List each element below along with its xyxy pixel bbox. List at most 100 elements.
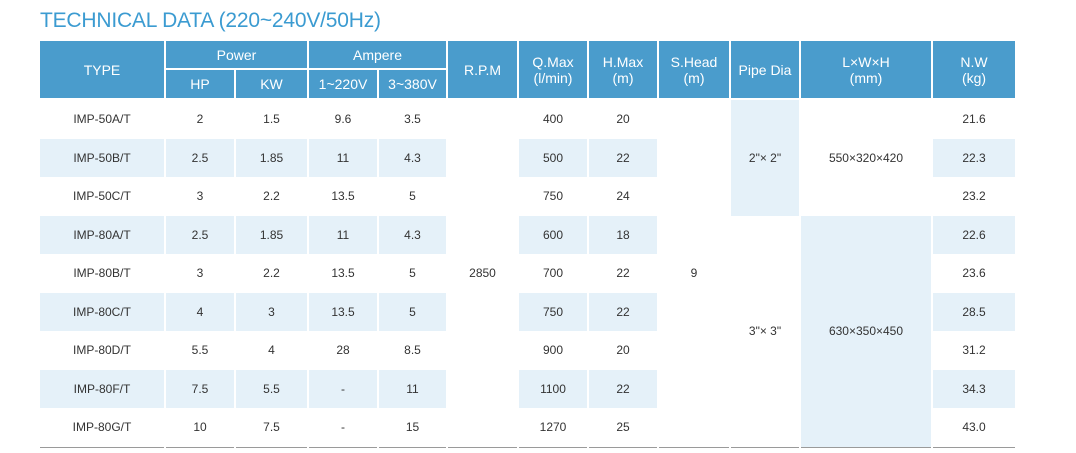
header-line: (l/min)	[533, 69, 573, 86]
table-cell: 3"× 3"	[730, 215, 801, 447]
table-cell: 5	[378, 177, 448, 216]
table-cell: 7.5	[235, 408, 309, 447]
table-cell: 750	[518, 292, 589, 331]
table-cell: 11	[378, 369, 448, 408]
table-cell: 1.5	[235, 99, 309, 139]
table-cell: 11	[308, 138, 379, 177]
table-cell: 15	[378, 408, 448, 447]
table-cell: 13.5	[308, 292, 379, 331]
table-row: IMP-50C/T 3 2.2 13.5 5 750 24 23.2	[40, 177, 1015, 216]
table-cell: IMP-50B/T	[40, 138, 166, 177]
table-cell: 5	[378, 254, 448, 293]
table-row: IMP-50A/T 2 1.5 9.6 3.5 2850 400 20 9 2"× 2" 550×3…	[40, 99, 1015, 447]
header-cell: Pipe Dia	[729, 41, 801, 100]
table-cell: 13.5	[308, 177, 379, 216]
table-cell: 2850	[447, 99, 519, 447]
table-cell: 1270	[518, 408, 589, 447]
spec-table: TYPE Power Ampere R.P.M Q.Max (l/min) H.M…	[40, 41, 1015, 448]
table-row: IMP-50B/T 2.5 1.85 11 4.3 500 22 22.3	[40, 138, 1015, 177]
table-cell: 4.3	[378, 215, 448, 254]
table-cell: 22	[588, 292, 659, 331]
table-cell: 9.6	[308, 99, 379, 139]
table-cell: 22.3	[932, 138, 1015, 177]
header-line: H.Max	[602, 53, 644, 70]
table-cell: 4	[235, 331, 309, 370]
header-line: Q.Max	[532, 53, 574, 70]
table-cell: 550×320×420	[800, 99, 933, 216]
header-cell: N.W (kg)	[931, 41, 1015, 100]
table-cell: 22	[588, 254, 659, 293]
table-cell: 9	[658, 99, 731, 447]
table-cell: 22.6	[932, 215, 1015, 254]
table-cell: IMP-80A/T	[40, 215, 166, 254]
table-row: IMP-80F/T 7.5 5.5-11 1100 22 34.3	[40, 369, 1015, 408]
table-row: IMP-80D/T 5.5 4 28 8.5 900 20 31.2	[40, 331, 1015, 370]
table-cell: 2	[165, 99, 236, 139]
table-cell: 2.2	[235, 254, 309, 293]
header-cell: H.Max (m)	[587, 41, 659, 100]
header-line: N.W	[960, 53, 988, 70]
table-row: IMP-80C/T 4 3 13.5 5 750 22 28.5	[40, 292, 1015, 331]
table-cell: 3.5	[378, 99, 448, 139]
table-cell: 43.0	[962, 420, 986, 435]
table-cell: 18	[588, 215, 659, 254]
table-cell: 5.5	[165, 331, 236, 370]
header-cell: S.Head (m)	[657, 41, 731, 100]
header-cell: TYPE	[40, 41, 166, 100]
table-cell: 20	[588, 331, 659, 370]
table-cell: 1100	[518, 369, 589, 408]
table-cell: IMP-80D/T	[40, 331, 166, 370]
table-cell: IMP-80B/T	[40, 254, 166, 293]
table-cell: 22	[588, 369, 659, 408]
table-cell: 2.5	[165, 138, 236, 177]
table-cell: 34.3	[932, 369, 1015, 408]
table-cell: 28.5	[932, 292, 1015, 331]
header-cell: KW	[234, 69, 309, 100]
table-cell: 2.5	[165, 215, 236, 254]
table-row: IMP-80A/T 2.5 1.85 11 4.3 600 18 3"× 3" 630×350×…	[40, 215, 1015, 447]
header-line: (m)	[683, 69, 705, 86]
title: TECHNICAL DATA (220~240V/50Hz)	[40, 9, 381, 32]
table-cell: 3	[165, 177, 236, 216]
table-cell: 4.3	[378, 138, 448, 177]
table-cell: 8.5	[378, 331, 448, 370]
table-cell: 31.2	[962, 343, 986, 358]
header-line: (mm)	[849, 69, 883, 86]
table-cell: -	[308, 408, 379, 447]
header-line: (kg)	[961, 69, 987, 86]
table-row: IMP-80G/T 10 7.5-15 1270 25 43.0	[40, 408, 1015, 447]
table-cell: -	[308, 369, 379, 408]
table-cell: 500	[518, 138, 589, 177]
table-cell: 28	[308, 331, 379, 370]
table-cell: 21.6	[962, 112, 986, 127]
table-cell: 5	[378, 292, 448, 331]
table-cell: IMP-50A/T	[40, 99, 166, 139]
table-cell: IMP-80F/T	[40, 369, 166, 408]
table-body: IMP-50A/T 2 1.5 9.6 3.5 2850 400 20 9 2"× 2" 550×3…	[40, 99, 1015, 447]
header-cell: 3~380V	[377, 69, 447, 100]
table-cell: 700	[518, 254, 589, 293]
table-cell: 13.5	[308, 254, 379, 293]
table-cell: 23.6	[962, 266, 986, 281]
header-line: L×W×H	[842, 53, 890, 70]
table-cell: IMP-80C/T	[40, 292, 166, 331]
header-cell: Power	[164, 41, 309, 70]
table-cell: 10	[165, 408, 236, 447]
table-cell: 1.85	[235, 215, 309, 254]
header-cell: Q.Max (l/min)	[517, 41, 589, 100]
header-line: (m)	[612, 69, 634, 86]
table-cell: 3	[165, 254, 236, 293]
table-cell: 4	[165, 292, 236, 331]
table-cell: 2.2	[235, 177, 309, 216]
table-cell: 20	[588, 99, 659, 139]
header-cell: HP	[165, 69, 236, 100]
header-cell: L×W×H (mm)	[799, 41, 933, 100]
table-cell: 750	[518, 177, 589, 216]
table-cell: 24	[588, 177, 659, 216]
table-cell: 11	[308, 215, 379, 254]
table-cell: 7.5	[165, 369, 236, 408]
table-cell: 1.85	[235, 138, 309, 177]
table-cell: 5.5	[235, 369, 309, 408]
table-cell: 25	[588, 408, 659, 447]
